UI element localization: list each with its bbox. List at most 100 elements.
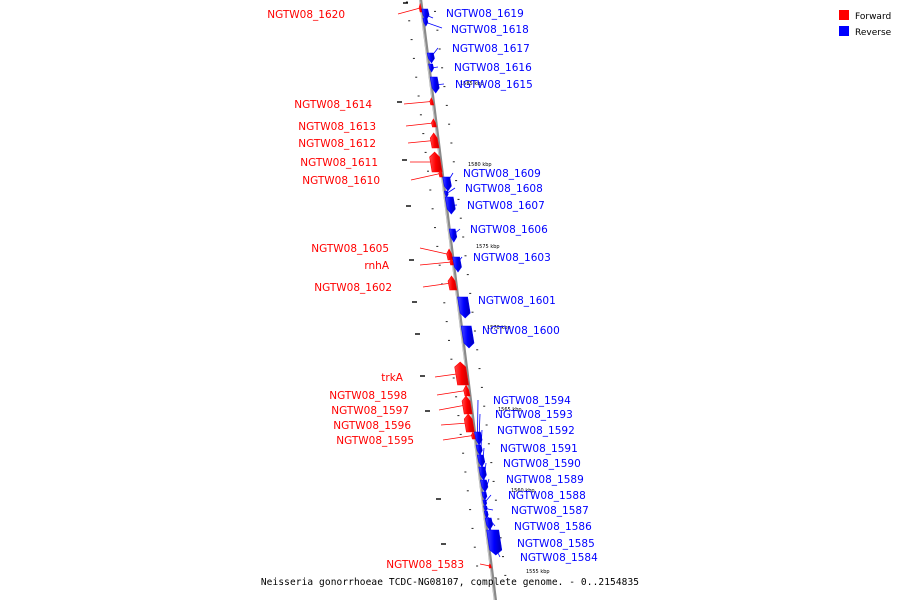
gene-label[interactable]: NGTW08_1616 (454, 62, 532, 74)
gene-feature[interactable] (444, 190, 449, 198)
gene-feature[interactable] (448, 228, 458, 243)
gene-feature[interactable] (486, 529, 503, 556)
gene-label[interactable]: NGTW08_1593 (495, 409, 573, 421)
gene-feature[interactable] (474, 431, 483, 446)
gene-label[interactable]: NGTW08_1612 (298, 138, 376, 150)
gene-label[interactable]: trkA (381, 372, 404, 384)
label-leader (436, 390, 467, 396)
gene-label[interactable]: rnhA (364, 260, 389, 272)
map-caption: Neisseria gonorrhoeae TCDC-NG08107, comp… (260, 577, 640, 588)
gene-feature[interactable] (454, 361, 469, 386)
gene-feature[interactable] (484, 517, 494, 531)
kbp-label: 1555 kbp (526, 569, 550, 575)
legend-forward-label: Forward (855, 12, 891, 22)
gene-feature[interactable] (481, 491, 488, 501)
gene-feature[interactable] (442, 176, 452, 192)
label-leader (410, 173, 441, 181)
gene-label[interactable]: NGTW08_1596 (333, 420, 411, 432)
gene-feature[interactable] (460, 325, 475, 349)
legend: Forward Reverse (839, 10, 892, 38)
gene-feature[interactable] (482, 499, 488, 507)
gene-feature[interactable] (426, 52, 435, 64)
gene-feature[interactable] (449, 258, 454, 266)
kbp-label: 1575 kbp (476, 244, 500, 250)
gene-label[interactable]: NGTW08_1591 (500, 443, 578, 455)
gene-label[interactable]: NGTW08_1618 (451, 24, 529, 36)
gene-feature[interactable] (421, 8, 430, 21)
gene-label[interactable]: NGTW08_1587 (511, 505, 589, 517)
gene-feature[interactable] (475, 444, 483, 456)
gene-label[interactable]: NGTW08_1595 (336, 435, 414, 447)
gene-label[interactable]: NGTW08_1609 (463, 168, 541, 180)
legend-reverse-label: Reverse (855, 28, 892, 38)
gene-feature[interactable] (480, 479, 489, 493)
gene-label[interactable]: NGTW08_1611 (300, 157, 378, 169)
gene-label[interactable]: NGTW08_1601 (478, 295, 556, 307)
gene-label[interactable]: NGTW08_1588 (508, 490, 586, 502)
label-leader (419, 261, 452, 266)
gene-feature[interactable] (461, 395, 473, 415)
gene-label[interactable]: NGTW08_1610 (302, 175, 380, 187)
gene-feature[interactable] (422, 17, 429, 27)
label-leader (419, 247, 450, 255)
label-leader (438, 404, 467, 411)
gene-label[interactable]: NGTW08_1590 (503, 458, 581, 470)
gene-label[interactable]: NGTW08_1594 (493, 395, 571, 407)
gene-label[interactable]: NGTW08_1592 (497, 425, 575, 437)
gene-feature[interactable] (429, 151, 443, 173)
gene-label[interactable]: NGTW08_1615 (455, 79, 533, 91)
gene-feature[interactable] (483, 510, 489, 519)
gene-feature[interactable] (438, 169, 444, 178)
gene-feature[interactable] (452, 256, 462, 273)
gene-label[interactable]: NGTW08_1602 (314, 282, 392, 294)
gene-feature[interactable] (457, 296, 471, 319)
kbp-labels: 1585 kbp 1580 kbp 1575 kbp 1570 kbp 1565 kbp… (460, 81, 550, 575)
gene-label[interactable]: NGTW08_1608 (465, 183, 543, 195)
gene-feature[interactable] (488, 563, 492, 569)
gene-label[interactable]: NGTW08_1605 (311, 243, 389, 255)
gene-feature[interactable] (471, 431, 476, 440)
gene-feature[interactable] (463, 384, 471, 397)
legend-reverse-swatch (839, 26, 849, 36)
gene-feature[interactable] (431, 118, 437, 128)
genome-backbone-highlight (419, 0, 495, 600)
gene-feature[interactable] (476, 454, 486, 468)
label-leader (440, 422, 469, 426)
kbp-label: 1565 kbp (498, 407, 522, 413)
gene-label[interactable]: NGTW08_1589 (506, 474, 584, 486)
gene-label[interactable]: NGTW08_1613 (298, 121, 376, 133)
gene-label[interactable]: NGTW08_1606 (470, 224, 548, 236)
gene-label[interactable]: NGTW08_1583 (386, 559, 464, 571)
label-leader (442, 435, 473, 441)
gene-label[interactable]: NGTW08_1584 (520, 552, 598, 564)
gene-feature[interactable] (447, 275, 458, 291)
gene-label[interactable]: NGTW08_1597 (331, 405, 409, 417)
kbp-label: 1585 kbp (460, 81, 484, 87)
gene-label[interactable]: NGTW08_1620 (267, 9, 345, 21)
gene-labels: NGTW08_1620 NGTW08_1619 NGTW08_1618 NGTW08_… (267, 8, 598, 571)
tick-marks (397, 1, 507, 586)
gene-label[interactable]: NGTW08_1598 (329, 390, 407, 402)
gene-features (418, 2, 503, 569)
gene-label[interactable]: NGTW08_1586 (514, 521, 592, 533)
gene-feature[interactable] (429, 97, 435, 106)
gene-label[interactable]: NGTW08_1619 (446, 8, 524, 20)
label-leader (479, 563, 490, 567)
gene-label[interactable]: NGTW08_1600 (482, 325, 560, 337)
kbp-label: 1560 kbp (511, 488, 535, 494)
gene-label[interactable]: NGTW08_1617 (452, 43, 530, 55)
label-leader (397, 7, 421, 15)
gene-label[interactable]: NGTW08_1603 (473, 252, 551, 264)
gene-feature[interactable] (429, 132, 440, 149)
gene-feature[interactable] (428, 63, 434, 73)
label-leader (407, 140, 434, 144)
gene-label[interactable]: NGTW08_1614 (294, 99, 372, 111)
gene-feature[interactable] (463, 413, 475, 433)
gene-feature[interactable] (429, 76, 440, 94)
gene-feature[interactable] (483, 505, 488, 512)
gene-label[interactable]: NGTW08_1607 (467, 200, 545, 212)
gene-feature[interactable] (478, 466, 487, 481)
gene-label[interactable]: NGTW08_1585 (517, 538, 595, 550)
gene-feature[interactable] (444, 196, 456, 215)
